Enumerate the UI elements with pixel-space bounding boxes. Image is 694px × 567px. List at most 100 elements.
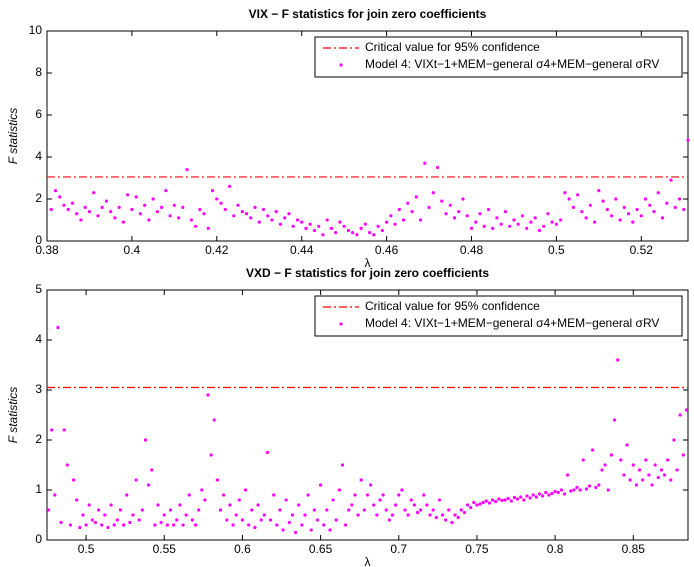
data-point [397, 493, 401, 497]
data-point [308, 222, 312, 226]
data-point [537, 492, 542, 496]
data-point [497, 497, 501, 501]
data-point [669, 478, 673, 482]
data-point [295, 218, 300, 222]
data-point [121, 220, 126, 224]
data-point [92, 191, 96, 195]
data-point [522, 498, 526, 502]
data-point [223, 207, 227, 212]
data-point [584, 216, 588, 220]
data-point [440, 199, 444, 203]
data-point [431, 508, 435, 512]
data-point [478, 502, 482, 506]
data-point [278, 508, 282, 512]
data-point [53, 493, 57, 497]
data-point [461, 197, 465, 201]
data-point [643, 197, 648, 201]
data-point [584, 487, 588, 491]
x-tick-label: 0.65 [309, 542, 333, 556]
x-tick-label: 0.38 [35, 243, 59, 257]
data-point [49, 207, 53, 212]
data-point [512, 495, 517, 500]
data-point [172, 523, 176, 527]
data-point [559, 488, 563, 492]
data-point [270, 218, 274, 222]
data-point [387, 518, 391, 522]
data-point [546, 212, 550, 216]
data-point [410, 210, 414, 214]
x-tick-label: 0.42 [205, 243, 229, 257]
data-point [247, 523, 251, 527]
data-point [618, 218, 622, 222]
x-tick-label: 0.5 [548, 243, 565, 257]
x-tick-label: 0.52 [630, 243, 654, 257]
data-point [553, 489, 557, 494]
x-tick-label: 0.4 [124, 243, 141, 257]
data-point [422, 493, 426, 497]
data-point [639, 214, 643, 218]
data-point [406, 201, 410, 205]
data-point [193, 224, 198, 228]
data-point [344, 523, 348, 527]
data-point [631, 220, 635, 224]
data-point [237, 498, 241, 502]
data-point [71, 478, 76, 482]
data-point [109, 503, 113, 507]
data-point [46, 508, 51, 512]
y-tick-label: 2 [35, 191, 42, 205]
data-point [609, 453, 613, 457]
data-point [66, 207, 70, 212]
data-point [185, 168, 189, 172]
data-point [104, 199, 109, 203]
data-point [78, 525, 82, 530]
data-point [206, 393, 210, 397]
data-point [253, 205, 257, 209]
data-point [569, 489, 573, 493]
data-point [495, 216, 499, 220]
data-point [515, 497, 520, 501]
data-point [100, 205, 104, 209]
data-point [509, 499, 513, 503]
data-point [200, 488, 204, 492]
data-point [155, 210, 159, 214]
data-point [283, 216, 287, 220]
data-point [453, 513, 457, 517]
data-point [603, 463, 607, 467]
data-point [117, 205, 121, 209]
data-point [160, 205, 164, 209]
data-point [605, 207, 609, 212]
legend [314, 295, 683, 337]
data-point [376, 224, 380, 228]
data-point [278, 222, 283, 226]
data-point [262, 513, 266, 517]
data-point [452, 216, 457, 220]
data-point [406, 513, 410, 517]
data-point [571, 205, 575, 209]
data-point [423, 161, 427, 165]
data-point [372, 503, 376, 507]
data-point [372, 233, 376, 237]
data-point [225, 518, 229, 522]
x-tick-label: 0.5 [78, 542, 95, 556]
data-point [175, 518, 179, 522]
data-point [465, 503, 470, 507]
data-point [444, 518, 448, 522]
data-point [637, 468, 642, 472]
data-point [534, 495, 538, 499]
data-point [378, 498, 382, 502]
data-point [253, 525, 257, 530]
data-point [355, 233, 359, 237]
data-point [368, 231, 372, 235]
data-point [631, 463, 635, 467]
data-point [669, 178, 673, 182]
data-point [678, 413, 682, 417]
data-point [469, 226, 474, 230]
data-point [375, 513, 379, 517]
data-point [128, 520, 132, 525]
x-tick-label: 0.46 [375, 243, 399, 257]
data-point [50, 428, 54, 432]
data-point [147, 218, 151, 222]
data-point [118, 508, 123, 512]
data-point [444, 212, 448, 216]
data-point [401, 218, 406, 222]
